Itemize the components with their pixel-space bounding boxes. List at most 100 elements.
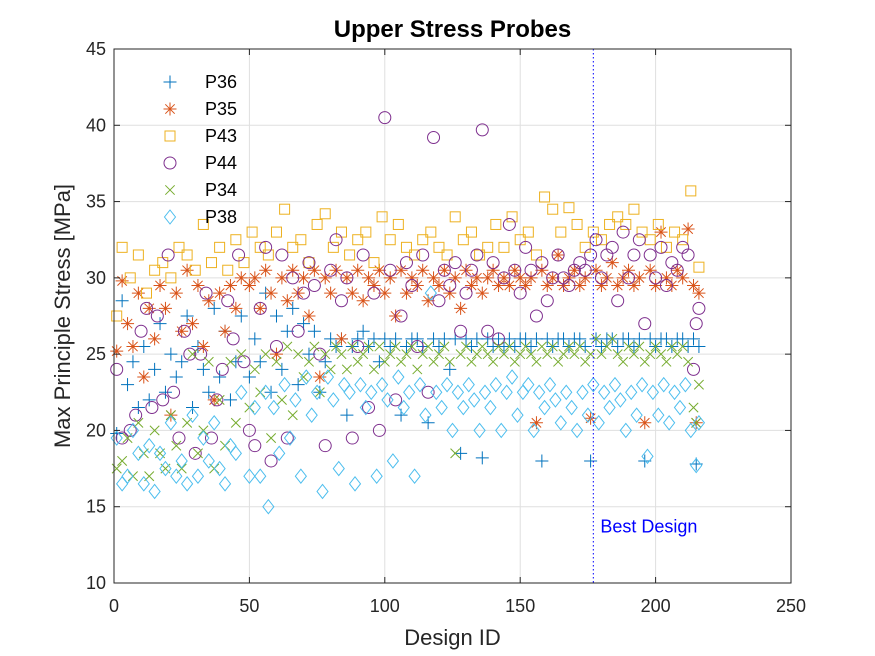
data-point — [372, 355, 386, 369]
data-point — [495, 422, 508, 439]
data-point — [560, 384, 573, 401]
data-point — [384, 234, 396, 246]
data-point — [213, 460, 226, 477]
data-point — [614, 392, 627, 408]
data-point — [170, 468, 183, 485]
data-point — [646, 384, 660, 401]
data-point — [148, 483, 161, 500]
data-point — [156, 393, 170, 407]
data-point — [649, 271, 663, 285]
data-point — [365, 384, 378, 401]
data-point — [558, 349, 569, 360]
data-point — [497, 271, 511, 285]
data-point — [324, 263, 338, 277]
data-point — [598, 384, 611, 401]
data-point — [286, 301, 300, 315]
data-point — [551, 248, 565, 262]
data-point — [143, 437, 156, 454]
data-point — [465, 226, 477, 238]
data-point — [213, 286, 227, 300]
data-point — [444, 356, 455, 367]
data-point — [666, 341, 677, 352]
data-point — [221, 294, 235, 308]
data-point — [693, 261, 705, 273]
plot-frame — [113, 48, 792, 584]
y-tick-label: 35 — [86, 192, 106, 212]
data-point — [451, 384, 465, 401]
data-point — [378, 286, 392, 300]
data-point — [482, 349, 493, 360]
data-point — [454, 324, 468, 338]
data-point — [148, 332, 162, 346]
data-point — [137, 476, 150, 492]
data-point — [628, 349, 639, 360]
x-tick-label: 100 — [370, 596, 400, 616]
data-point — [232, 248, 246, 262]
data-point — [191, 278, 205, 292]
data-point — [236, 349, 247, 360]
data-point — [592, 414, 605, 431]
legend-label: P34 — [205, 180, 237, 200]
data-point — [116, 241, 128, 253]
data-point — [589, 263, 603, 277]
data-point — [525, 349, 537, 360]
data-point — [470, 248, 484, 262]
data-point — [111, 310, 123, 322]
data-point — [562, 271, 576, 285]
data-point — [594, 278, 608, 292]
data-point — [405, 278, 419, 292]
data-point — [164, 347, 178, 361]
data-point — [672, 349, 683, 360]
data-point — [374, 341, 385, 352]
data-point — [111, 463, 122, 474]
data-point — [535, 263, 549, 277]
data-point — [187, 349, 198, 360]
data-point — [563, 202, 575, 214]
y-tick-label: 25 — [86, 344, 106, 364]
data-point — [684, 422, 697, 439]
data-point — [417, 234, 429, 246]
data-point — [129, 408, 143, 422]
data-point — [302, 256, 316, 270]
data-point — [549, 392, 562, 408]
data-point — [661, 356, 672, 367]
data-point — [121, 468, 134, 485]
data-point — [298, 371, 309, 383]
data-point — [417, 349, 428, 360]
data-point — [645, 349, 656, 360]
data-point — [477, 341, 488, 352]
data-point — [331, 341, 342, 352]
data-point — [207, 393, 221, 407]
data-point — [581, 407, 595, 423]
data-point — [506, 211, 518, 223]
data-point — [530, 249, 542, 261]
legend-label: P36 — [205, 72, 237, 92]
data-point — [172, 431, 186, 445]
data-point — [594, 340, 608, 354]
y-tick-label: 10 — [86, 573, 106, 593]
series-p44 — [110, 111, 706, 468]
data-point — [218, 324, 232, 338]
data-point — [280, 431, 294, 445]
data-point — [248, 271, 262, 285]
data-point — [259, 240, 273, 254]
data-point — [303, 356, 315, 367]
data-point — [348, 476, 362, 492]
data-point — [457, 234, 469, 246]
data-point — [569, 349, 580, 360]
data-point — [295, 234, 307, 246]
data-point — [632, 271, 646, 285]
data-point — [358, 349, 369, 360]
data-point — [513, 286, 527, 300]
data-point — [511, 407, 524, 423]
data-point — [437, 263, 451, 277]
data-point — [225, 356, 236, 367]
data-point — [570, 422, 584, 439]
data-point — [448, 256, 462, 270]
data-point — [196, 340, 210, 354]
data-point — [167, 385, 181, 399]
data-point — [424, 285, 437, 301]
data-point — [484, 399, 497, 416]
data-point — [126, 340, 140, 354]
